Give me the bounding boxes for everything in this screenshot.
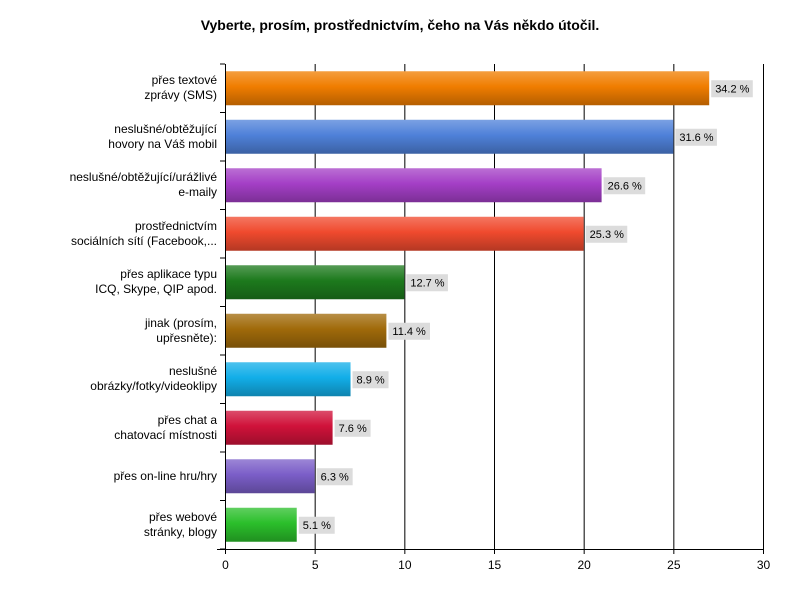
category-label: přes textové zprávy (SMS) — [12, 73, 217, 103]
bar — [226, 216, 584, 251]
data-label-bg — [711, 80, 753, 98]
data-label-bg — [406, 274, 448, 292]
category-label: přes on-line hru/hry — [12, 469, 217, 484]
data-label: 7.6 % — [339, 423, 367, 435]
category-label: jinak (prosím, upřesněte): — [12, 316, 217, 346]
bar — [226, 119, 674, 154]
category-label: neslušné/obtěžující/urážlivé e-maily — [12, 170, 217, 200]
x-tick-label: 10 — [398, 558, 412, 572]
category-label-line: jinak (prosím, — [144, 315, 217, 330]
x-tick-label: 20 — [577, 558, 591, 572]
data-label-bg — [603, 177, 646, 195]
data-label: 25.3 % — [590, 229, 624, 241]
category-label-line: ICQ, Skype, QIP apod. — [95, 282, 217, 297]
category-label: neslušné obrázky/fotky/videoklipy — [12, 364, 217, 394]
data-label: 6.3 % — [321, 471, 349, 483]
data-label-bg — [585, 225, 628, 243]
x-tick-label: 30 — [757, 558, 771, 572]
chart-title: Vyberte, prosím, prostřednictvím, čeho n… — [200, 17, 600, 33]
category-label: přes webové stránky, blogy — [12, 510, 217, 540]
data-label: 31.6 % — [679, 132, 713, 144]
category-label-line: hovory na Váš mobil — [108, 136, 217, 151]
category-label-line: chatovací místnosti — [114, 427, 217, 442]
category-label-line: přes webové — [148, 509, 217, 524]
category-label: prostřednictvím sociálních sítí (Facebook… — [12, 219, 217, 249]
bar — [226, 313, 387, 348]
category-label-line: e-maily — [178, 185, 217, 200]
x-tick-label: 0 — [222, 558, 229, 572]
data-label-bg — [675, 128, 717, 146]
category-label-line: neslušné/obtěžující/urážlivé — [69, 170, 217, 185]
bar — [226, 410, 333, 445]
category-label-line: stránky, blogy — [143, 524, 217, 539]
bar — [226, 459, 315, 494]
data-label: 26.6 % — [608, 180, 642, 192]
data-label: 8.9 % — [357, 374, 385, 386]
bar — [226, 71, 710, 106]
bar — [226, 362, 351, 397]
data-label: 11.4 % — [392, 326, 426, 338]
data-label-bg — [388, 322, 430, 340]
category-label-line: přes chat a — [157, 412, 217, 427]
data-label: 5.1 % — [303, 520, 331, 532]
data-label-bg — [316, 468, 353, 486]
category-label-line: neslušné/obtěžující — [114, 121, 217, 136]
category-label-line: přes aplikace typu — [120, 267, 217, 282]
x-tick-label: 5 — [312, 558, 319, 572]
data-label: 34.2 % — [715, 83, 749, 95]
category-label: přes chat a chatovací místnosti — [12, 413, 217, 443]
category-label-line: obrázky/fotky/videoklipy — [90, 379, 217, 394]
category-label-line: neslušné — [168, 364, 217, 379]
category-label-line: zprávy (SMS) — [144, 88, 217, 103]
category-label: přes aplikace typu ICQ, Skype, QIP apod. — [12, 267, 217, 297]
bar — [226, 265, 405, 300]
category-label-line: přes on-line hru/hry — [113, 468, 217, 483]
data-label-bg — [334, 419, 371, 437]
data-label-bg — [352, 371, 389, 389]
data-label: 12.7 % — [410, 277, 444, 289]
category-label-line: přes textové — [151, 73, 217, 88]
x-tick-label: 15 — [488, 558, 502, 572]
bar — [226, 507, 297, 542]
x-tick-label: 25 — [667, 558, 681, 572]
category-label: neslušné/obtěžující hovory na Váš mobil — [12, 122, 217, 152]
category-label-line: prostřednictvím — [134, 218, 217, 233]
category-label-line: upřesněte): — [156, 330, 217, 345]
bar — [226, 168, 602, 203]
category-label-line: sociálních sítí (Facebook,... — [70, 233, 217, 248]
data-label-bg — [298, 516, 335, 534]
